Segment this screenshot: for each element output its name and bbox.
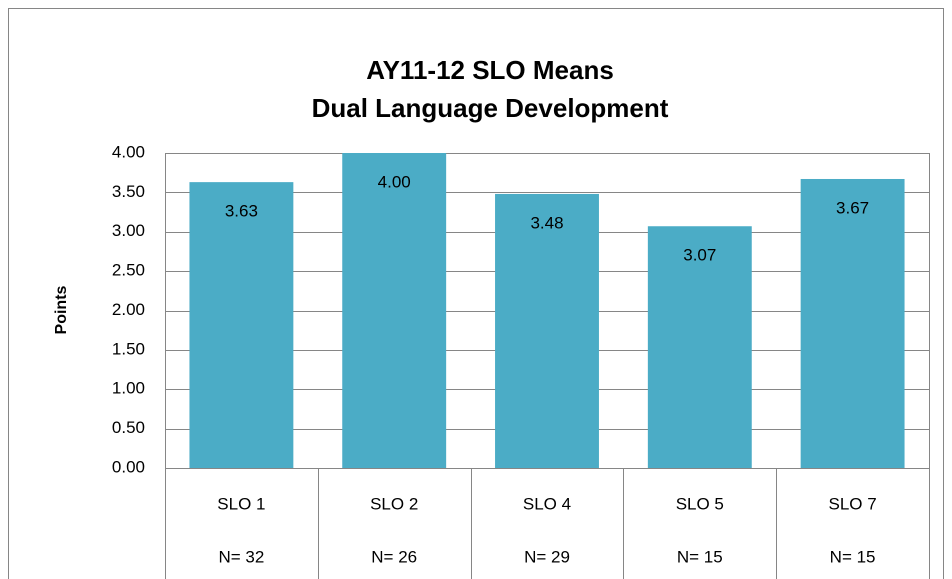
y-axis-title: Points — [53, 285, 70, 334]
bar — [495, 193, 599, 468]
bar — [342, 153, 447, 468]
category-count: N= 26 — [371, 547, 417, 566]
data-label: 3.67 — [836, 198, 869, 217]
y-tick-label: 4.00 — [112, 142, 145, 161]
x-tick-label: SLO 5 — [676, 494, 724, 513]
data-label: 3.48 — [530, 213, 563, 232]
bar — [647, 226, 752, 468]
bar — [800, 178, 905, 469]
x-tick-label: SLO 1 — [217, 494, 265, 513]
data-label: 3.63 — [225, 202, 258, 221]
category-count: N= 32 — [218, 547, 264, 566]
y-tick-label: 2.50 — [112, 261, 145, 280]
chart-title: AY11-12 SLO Means — [366, 55, 614, 85]
x-tick-label: SLO 4 — [523, 494, 571, 513]
y-tick-label: 0.50 — [112, 418, 145, 437]
y-tick-label: 0.00 — [112, 457, 145, 476]
data-label: 3.07 — [683, 246, 716, 265]
y-tick-label: 3.00 — [112, 221, 145, 240]
y-tick-label: 1.00 — [112, 379, 145, 398]
category-count: N= 29 — [524, 547, 570, 566]
y-tick-label: 2.00 — [112, 300, 145, 319]
x-tick-label: SLO 2 — [370, 494, 418, 513]
bar — [189, 182, 294, 468]
x-tick-label: SLO 7 — [828, 494, 876, 513]
chart-subtitle: Dual Language Development — [312, 93, 669, 123]
data-label: 4.00 — [378, 172, 411, 191]
y-tick-label: 3.50 — [112, 182, 145, 201]
category-count: N= 15 — [677, 547, 723, 566]
chart-border — [8, 8, 944, 579]
category-count: N= 15 — [830, 547, 876, 566]
y-tick-label: 1.50 — [112, 339, 145, 358]
